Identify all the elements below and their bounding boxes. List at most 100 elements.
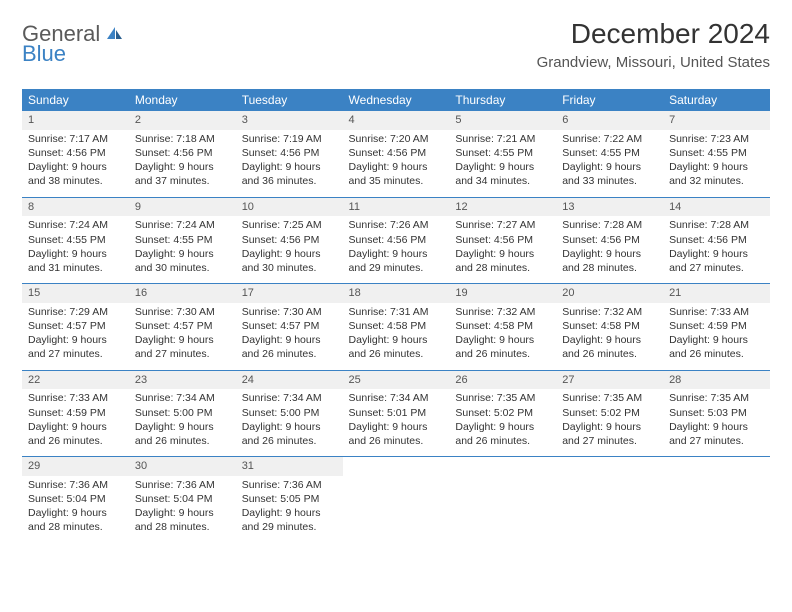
- daylight-text: and 28 minutes.: [455, 261, 550, 275]
- daylight-text: and 33 minutes.: [562, 174, 657, 188]
- daylight-text: Daylight: 9 hours: [242, 160, 337, 174]
- sunset-text: Sunset: 4:56 PM: [242, 146, 337, 160]
- sunset-text: Sunset: 4:58 PM: [562, 319, 657, 333]
- calendar-day-cell: 8Sunrise: 7:24 AMSunset: 4:55 PMDaylight…: [22, 197, 129, 284]
- calendar-day-cell: 1Sunrise: 7:17 AMSunset: 4:56 PMDaylight…: [22, 111, 129, 197]
- daylight-text: Daylight: 9 hours: [455, 333, 550, 347]
- calendar-day-cell: 21Sunrise: 7:33 AMSunset: 4:59 PMDayligh…: [663, 284, 770, 371]
- sunset-text: Sunset: 5:00 PM: [242, 406, 337, 420]
- sunset-text: Sunset: 4:56 PM: [28, 146, 123, 160]
- calendar-day-cell: 6Sunrise: 7:22 AMSunset: 4:55 PMDaylight…: [556, 111, 663, 197]
- daylight-text: Daylight: 9 hours: [28, 160, 123, 174]
- daylight-text: Daylight: 9 hours: [349, 420, 444, 434]
- brand-text-2: Blue: [22, 41, 66, 66]
- location-subtitle: Grandview, Missouri, United States: [537, 54, 770, 71]
- daylight-text: and 36 minutes.: [242, 174, 337, 188]
- calendar-day-cell: [663, 457, 770, 543]
- day-number: 25: [343, 371, 450, 390]
- sunset-text: Sunset: 4:57 PM: [28, 319, 123, 333]
- sunset-text: Sunset: 4:56 PM: [669, 233, 764, 247]
- day-number: 6: [556, 111, 663, 130]
- daylight-text: Daylight: 9 hours: [562, 247, 657, 261]
- daylight-text: and 26 minutes.: [455, 347, 550, 361]
- day-number: 17: [236, 284, 343, 303]
- daylight-text: and 28 minutes.: [135, 520, 230, 534]
- calendar-day-cell: 11Sunrise: 7:26 AMSunset: 4:56 PMDayligh…: [343, 197, 450, 284]
- sunset-text: Sunset: 4:55 PM: [28, 233, 123, 247]
- daylight-text: Daylight: 9 hours: [135, 420, 230, 434]
- sunset-text: Sunset: 5:05 PM: [242, 492, 337, 506]
- day-number: 12: [449, 198, 556, 217]
- daylight-text: and 26 minutes.: [242, 434, 337, 448]
- sunrise-text: Sunrise: 7:33 AM: [28, 391, 123, 405]
- calendar-day-cell: 22Sunrise: 7:33 AMSunset: 4:59 PMDayligh…: [22, 370, 129, 457]
- brand-sail-icon: [105, 25, 125, 41]
- day-number: 4: [343, 111, 450, 130]
- calendar-day-cell: 20Sunrise: 7:32 AMSunset: 4:58 PMDayligh…: [556, 284, 663, 371]
- daylight-text: Daylight: 9 hours: [455, 247, 550, 261]
- daylight-text: and 26 minutes.: [28, 434, 123, 448]
- daylight-text: and 27 minutes.: [669, 261, 764, 275]
- day-number: 18: [343, 284, 450, 303]
- sunrise-text: Sunrise: 7:28 AM: [562, 218, 657, 232]
- sunrise-text: Sunrise: 7:36 AM: [242, 478, 337, 492]
- day-number: 11: [343, 198, 450, 217]
- daylight-text: Daylight: 9 hours: [135, 333, 230, 347]
- sunrise-text: Sunrise: 7:18 AM: [135, 132, 230, 146]
- sunrise-text: Sunrise: 7:34 AM: [135, 391, 230, 405]
- daylight-text: and 30 minutes.: [135, 261, 230, 275]
- calendar-day-cell: 5Sunrise: 7:21 AMSunset: 4:55 PMDaylight…: [449, 111, 556, 197]
- daylight-text: Daylight: 9 hours: [669, 247, 764, 261]
- day-number: 9: [129, 198, 236, 217]
- daylight-text: Daylight: 9 hours: [242, 333, 337, 347]
- calendar-week-row: 8Sunrise: 7:24 AMSunset: 4:55 PMDaylight…: [22, 197, 770, 284]
- calendar-day-cell: 19Sunrise: 7:32 AMSunset: 4:58 PMDayligh…: [449, 284, 556, 371]
- daylight-text: and 38 minutes.: [28, 174, 123, 188]
- daylight-text: and 30 minutes.: [242, 261, 337, 275]
- daylight-text: and 27 minutes.: [28, 347, 123, 361]
- daylight-text: Daylight: 9 hours: [242, 247, 337, 261]
- calendar-day-cell: 10Sunrise: 7:25 AMSunset: 4:56 PMDayligh…: [236, 197, 343, 284]
- sunset-text: Sunset: 4:55 PM: [562, 146, 657, 160]
- day-number: 14: [663, 198, 770, 217]
- calendar-week-row: 22Sunrise: 7:33 AMSunset: 4:59 PMDayligh…: [22, 370, 770, 457]
- calendar-day-cell: 31Sunrise: 7:36 AMSunset: 5:05 PMDayligh…: [236, 457, 343, 543]
- sunset-text: Sunset: 5:04 PM: [28, 492, 123, 506]
- daylight-text: Daylight: 9 hours: [28, 247, 123, 261]
- sunset-text: Sunset: 4:56 PM: [349, 146, 444, 160]
- day-number: 19: [449, 284, 556, 303]
- day-number: 23: [129, 371, 236, 390]
- calendar-day-cell: 24Sunrise: 7:34 AMSunset: 5:00 PMDayligh…: [236, 370, 343, 457]
- weekday-header-row: Sunday Monday Tuesday Wednesday Thursday…: [22, 89, 770, 111]
- day-number: 10: [236, 198, 343, 217]
- calendar-week-row: 29 Sunrise: 7:36 AM Sunset: 5:04 PMDayligh…: [22, 457, 770, 543]
- calendar-day-cell: 14Sunrise: 7:28 AMSunset: 4:56 PMDayligh…: [663, 197, 770, 284]
- daylight-text: Daylight: 9 hours: [28, 333, 123, 347]
- sunset-text: Sunset: 4:58 PM: [349, 319, 444, 333]
- calendar-day-cell: 17Sunrise: 7:30 AMSunset: 4:57 PMDayligh…: [236, 284, 343, 371]
- day-number: 1: [22, 111, 129, 130]
- calendar-day-cell: 23Sunrise: 7:34 AMSunset: 5:00 PMDayligh…: [129, 370, 236, 457]
- daylight-text: Daylight: 9 hours: [562, 420, 657, 434]
- day-number: 15: [22, 284, 129, 303]
- sunrise-text: Sunrise: 7:31 AM: [349, 305, 444, 319]
- day-number: 28: [663, 371, 770, 390]
- sunset-text: Sunset: 4:59 PM: [28, 406, 123, 420]
- sunrise-text: Sunrise: 7:28 AM: [669, 218, 764, 232]
- daylight-text: Daylight: 9 hours: [28, 420, 123, 434]
- daylight-text: Daylight: 9 hours: [135, 247, 230, 261]
- calendar-day-cell: 2Sunrise: 7:18 AMSunset: 4:56 PMDaylight…: [129, 111, 236, 197]
- daylight-text: Daylight: 9 hours: [349, 160, 444, 174]
- daylight-text: and 26 minutes.: [455, 434, 550, 448]
- sunrise-text: Sunrise: 7:35 AM: [669, 391, 764, 405]
- calendar-day-cell: 18Sunrise: 7:31 AMSunset: 4:58 PMDayligh…: [343, 284, 450, 371]
- sunrise-text: Sunrise: 7:23 AM: [669, 132, 764, 146]
- daylight-text: Daylight: 9 hours: [669, 160, 764, 174]
- sunset-text: Sunset: 4:55 PM: [669, 146, 764, 160]
- calendar-day-cell: 16Sunrise: 7:30 AMSunset: 4:57 PMDayligh…: [129, 284, 236, 371]
- day-number: 29: [22, 457, 129, 476]
- calendar-day-cell: 13Sunrise: 7:28 AMSunset: 4:56 PMDayligh…: [556, 197, 663, 284]
- sunrise-text: Sunrise: 7:34 AM: [242, 391, 337, 405]
- sunrise-text: Sunrise: 7:32 AM: [455, 305, 550, 319]
- daylight-text: Daylight: 9 hours: [28, 506, 123, 520]
